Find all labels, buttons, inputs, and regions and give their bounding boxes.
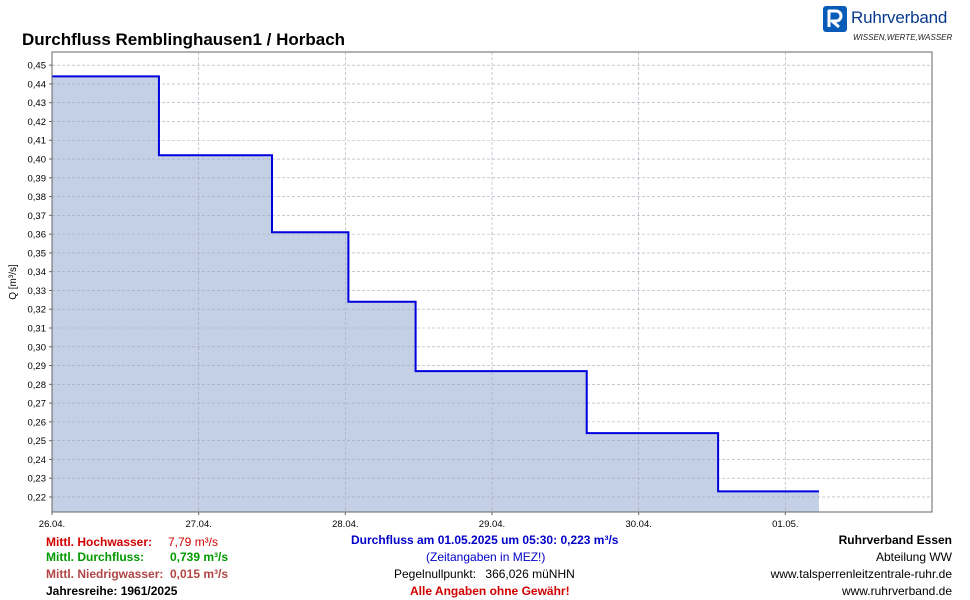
y-tick-label: 0,39 — [28, 173, 47, 184]
y-tick-label: 0,42 — [28, 117, 47, 128]
x-tick-label: 28.04. — [332, 519, 358, 530]
y-tick-label: 0,32 — [28, 305, 47, 316]
mean-discharge-value: 0,739 m³/s — [170, 550, 229, 564]
org-name: Ruhrverband Essen — [838, 533, 952, 547]
y-tick-label: 0,44 — [28, 79, 47, 90]
logo-tagline: WISSEN,WERTE,WASSER — [853, 33, 953, 42]
department: Abteilung WW — [875, 550, 952, 564]
mean-high-water: Mittl. Hochwasser: 7,79 m³/s — [46, 535, 218, 549]
x-tick-label: 29.04. — [479, 519, 505, 530]
discharge-line — [52, 75, 819, 493]
x-tick-label: 26.04. — [39, 519, 65, 530]
y-tick-label: 0,24 — [28, 455, 47, 466]
gauge-datum-label: Pegelnullpunkt: — [394, 567, 477, 581]
mean-high-water-value: 7,79 m³/s — [168, 535, 219, 549]
y-tick-label: 0,33 — [28, 286, 47, 297]
y-tick-label: 0,31 — [28, 324, 47, 335]
logo-name: Ruhrverband — [851, 8, 948, 27]
discharge-chart: 0,22 0,23 0,24 0,25 0,26 0,27 0,28 0,29 0,30 0,31… — [8, 51, 933, 530]
y-tick-label: 0,22 — [28, 492, 47, 503]
disclaimer: Alle Angaben ohne Gewähr! — [410, 584, 570, 598]
y-tick-label: 0,40 — [28, 155, 47, 166]
y-tick-label: 0,38 — [28, 192, 47, 203]
x-tick-label: 30.04. — [625, 519, 651, 530]
y-tick-label: 0,35 — [28, 248, 47, 259]
y-tick-label: 0,23 — [28, 474, 47, 485]
y-tick-label: 0,28 — [28, 380, 47, 391]
year-series: Jahresreihe: 1961/2025 — [46, 584, 178, 598]
current-discharge: Durchfluss am 01.05.2025 um 05:30: 0,223… — [351, 533, 619, 547]
website-tlz[interactable]: www.talsperrenleitzentrale-ruhr.de — [770, 567, 952, 581]
y-tick-label: 0,27 — [28, 399, 47, 410]
x-tick-label: 01.05. — [772, 519, 798, 530]
y-axis-label: Q [m³/s] — [8, 264, 19, 300]
y-tick-label: 0,36 — [28, 230, 47, 241]
mean-low-water: Mittl. Niedrigwasser: 0,015 m³/s — [46, 567, 228, 581]
y-tick-label: 0,30 — [28, 342, 47, 353]
mean-low-water-value: 0,015 m³/s — [170, 567, 229, 581]
y-tick-label: 0,26 — [28, 417, 47, 428]
time-zone-note: (Zeitangaben in MEZ!) — [426, 550, 546, 564]
y-tick-label: 0,41 — [28, 136, 47, 147]
x-tick-label: 27.04. — [185, 519, 211, 530]
y-tick-label: 0,29 — [28, 361, 47, 372]
ruhrverband-logo-icon — [823, 6, 847, 32]
y-tick-label: 0,37 — [28, 211, 47, 222]
ruhrverband-logo: Ruhrverband WISSEN,WERTE,WASSER — [823, 6, 963, 46]
chart-title: Durchfluss Remblinghausen1 / Horbach — [22, 30, 346, 49]
mean-discharge-label: Mittl. Durchfluss: — [46, 550, 144, 564]
mean-discharge: Mittl. Durchfluss: 0,739 m³/s — [46, 550, 228, 564]
y-tick-label: 0,25 — [28, 436, 47, 447]
y-tick-label: 0,34 — [28, 267, 47, 278]
mean-low-water-label: Mittl. Niedrigwasser: — [46, 567, 164, 581]
mean-high-water-label: Mittl. Hochwasser: — [46, 535, 153, 549]
y-tick-label: 0,43 — [28, 98, 47, 109]
y-tick-label: 0,45 — [28, 61, 47, 72]
gauge-datum-value: 366,026 müNHN — [485, 567, 575, 581]
gauge-datum: Pegelnullpunkt: 366,026 müNHN — [394, 567, 575, 581]
website-ruhrverband[interactable]: www.ruhrverband.de — [841, 584, 952, 598]
